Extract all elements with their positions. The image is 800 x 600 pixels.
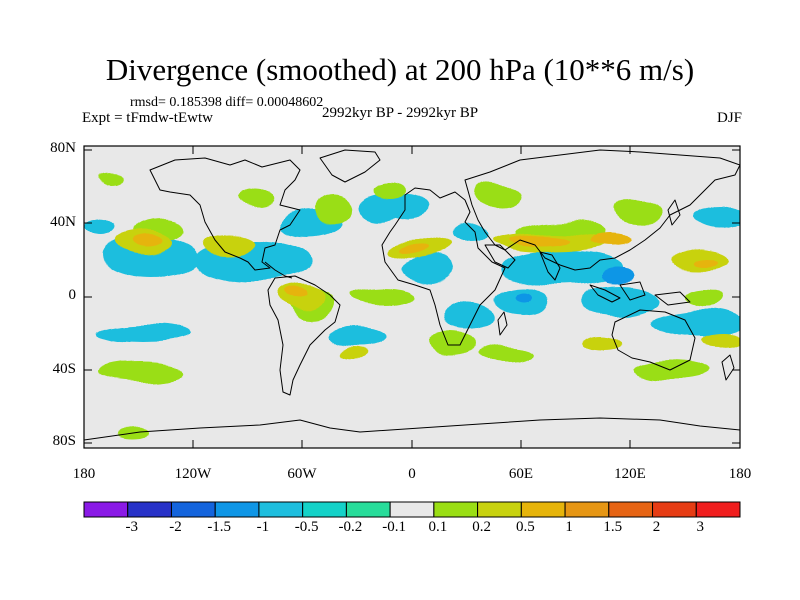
stats-text: rmsd= 0.185398 diff= 0.00048602 (130, 95, 324, 110)
x-tick-label: 120W (174, 466, 212, 482)
colorbar-box (695, 501, 741, 518)
x-tick-label: 0 (408, 466, 416, 482)
axis-ticks (83, 146, 741, 448)
colorbar-box (652, 501, 697, 518)
colorbar-box (520, 501, 566, 518)
divergence-field (84, 171, 740, 439)
colorbar-box (258, 501, 304, 518)
colorbar (83, 501, 741, 518)
colorbar-tick-label: 1.5 (603, 519, 623, 535)
coastlines (84, 149, 740, 441)
colorbar-tick-label: 2 (652, 519, 661, 535)
colorbar-tick-label: -1 (256, 519, 270, 535)
y-tick-label: 80N (50, 140, 76, 156)
colorbar-box (127, 501, 172, 518)
period-label: 2992kyr BP - 2992kyr BP (322, 105, 479, 121)
x-tick-label: 60E (508, 466, 534, 482)
colorbar-box (345, 501, 391, 518)
colorbar-tick-label: -3 (125, 519, 138, 535)
y-tick-label: 40N (50, 214, 76, 230)
colorbar-box (564, 501, 610, 518)
x-tick-label: 180 (72, 466, 96, 482)
colorbar-tick-label: -2 (169, 519, 182, 535)
colorbar-tick-label: 0.5 (515, 519, 535, 535)
chart-title: Divergence (smoothed) at 200 hPa (10**6 … (105, 52, 695, 87)
colorbar-tick-label: -0.2 (338, 519, 363, 535)
y-tick-label: 40S (52, 361, 76, 377)
experiment-label: Expt = tFmdw-tEwtw (82, 110, 213, 126)
colorbar-box (389, 501, 435, 518)
colorbar-tick-label: -0.1 (382, 519, 406, 535)
colorbar-tick-label: 3 (696, 519, 705, 535)
colorbar-tick-label: 1 (565, 519, 573, 535)
season-label: DJF (716, 110, 742, 126)
colorbar-box (477, 501, 522, 518)
colorbar-box (302, 501, 347, 518)
x-tick-label: 60W (287, 466, 317, 482)
y-tick-label: 80S (52, 433, 76, 449)
colorbar-box (214, 501, 260, 518)
x-tick-label: 180 (728, 466, 752, 482)
colorbar-tick-label: 0.1 (428, 519, 448, 535)
colorbar-tick-label: -0.5 (294, 519, 319, 535)
y-tick-label: 0 (68, 287, 77, 303)
colorbar-box (83, 501, 129, 518)
colorbar-tick-label: 0.2 (472, 519, 491, 535)
x-tick-label: 120E (614, 466, 646, 482)
colorbar-tick-label: -1.5 (207, 519, 232, 535)
colorbar-box (433, 501, 479, 518)
colorbar-box (608, 501, 654, 518)
colorbar-box (170, 501, 216, 518)
